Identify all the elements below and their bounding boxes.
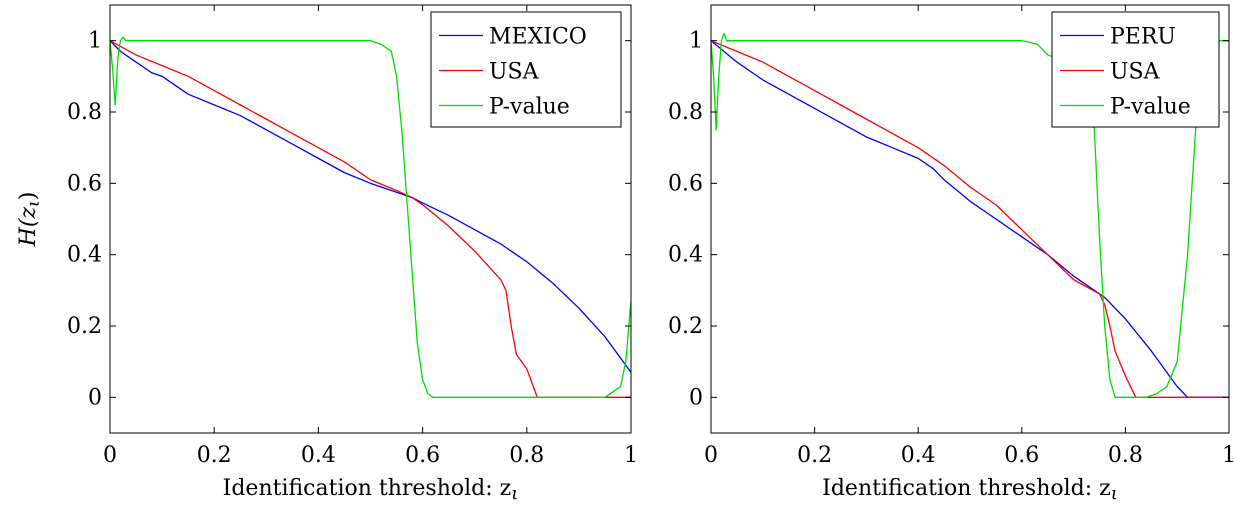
series-line-peru [711,40,1229,398]
legend-box [430,11,622,128]
x-tick-label: 1 [1222,443,1235,468]
x-tick-label: 0.4 [901,443,936,468]
x-tick-label: 1 [624,443,638,468]
x-tick-label: 0.6 [1004,443,1039,468]
x-tick-label: 0.8 [1108,443,1143,468]
y-tick-label: 0 [689,385,703,410]
x-tick-label: 0 [704,443,718,468]
series-line-p-value [110,36,631,398]
y-tick-label: 1 [689,29,703,54]
x-tick-label: 0.8 [509,443,544,468]
series-line-mexico [110,40,631,373]
y-tick-label: 0.6 [67,171,102,196]
legend: PERU USA P-value [1051,11,1220,128]
x-axis-label: Identification threshold: zι [822,476,1118,504]
x-tick-label: 0.2 [797,443,832,468]
y-tick-label: 0.4 [67,243,102,268]
y-tick-label: 0.8 [67,100,102,125]
chart-right: 0 0.2 0.4 0.6 0.8 1 0 0.2 0.4 0.6 0.8 1 Identificati… [668,4,1235,504]
y-tick-label: 0.2 [668,314,703,339]
x-tick-label: 0.4 [301,443,336,468]
legend-label-usa: USA [489,60,540,85]
legend: MEXICO USA P-value [430,11,622,128]
x-tick-label: 0 [103,443,117,468]
x-tick-label: 0.6 [405,443,440,468]
y-tick-label: 0.8 [668,100,703,125]
y-tick-label: 0.4 [668,243,703,268]
legend-label-mexico: MEXICO [489,25,587,50]
legend-label-usa: USA [1110,60,1161,85]
y-tick-label: 0.6 [668,171,703,196]
y-tick-label: 1 [88,29,102,54]
plot-frame [109,4,632,434]
x-tick-label: 0.2 [197,443,232,468]
y-axis-label: H(zι) [16,192,44,248]
legend-label-p-value: P-value [489,95,570,120]
x-axis-label: Identification threshold: zι [223,476,519,504]
legend-label-p-value: P-value [1110,95,1191,120]
plot-frame [710,4,1230,434]
series-line-usa [110,40,631,398]
series-group [110,36,631,398]
chart-left: 0 0.2 0.4 0.6 0.8 1 0 0.2 0.4 0.6 0.8 1 Identificati… [16,4,638,504]
y-tick-label: 0 [88,385,102,410]
y-tick-label: 0.2 [67,314,102,339]
legend-box [1051,11,1220,128]
legend-label-peru: PERU [1110,25,1176,50]
